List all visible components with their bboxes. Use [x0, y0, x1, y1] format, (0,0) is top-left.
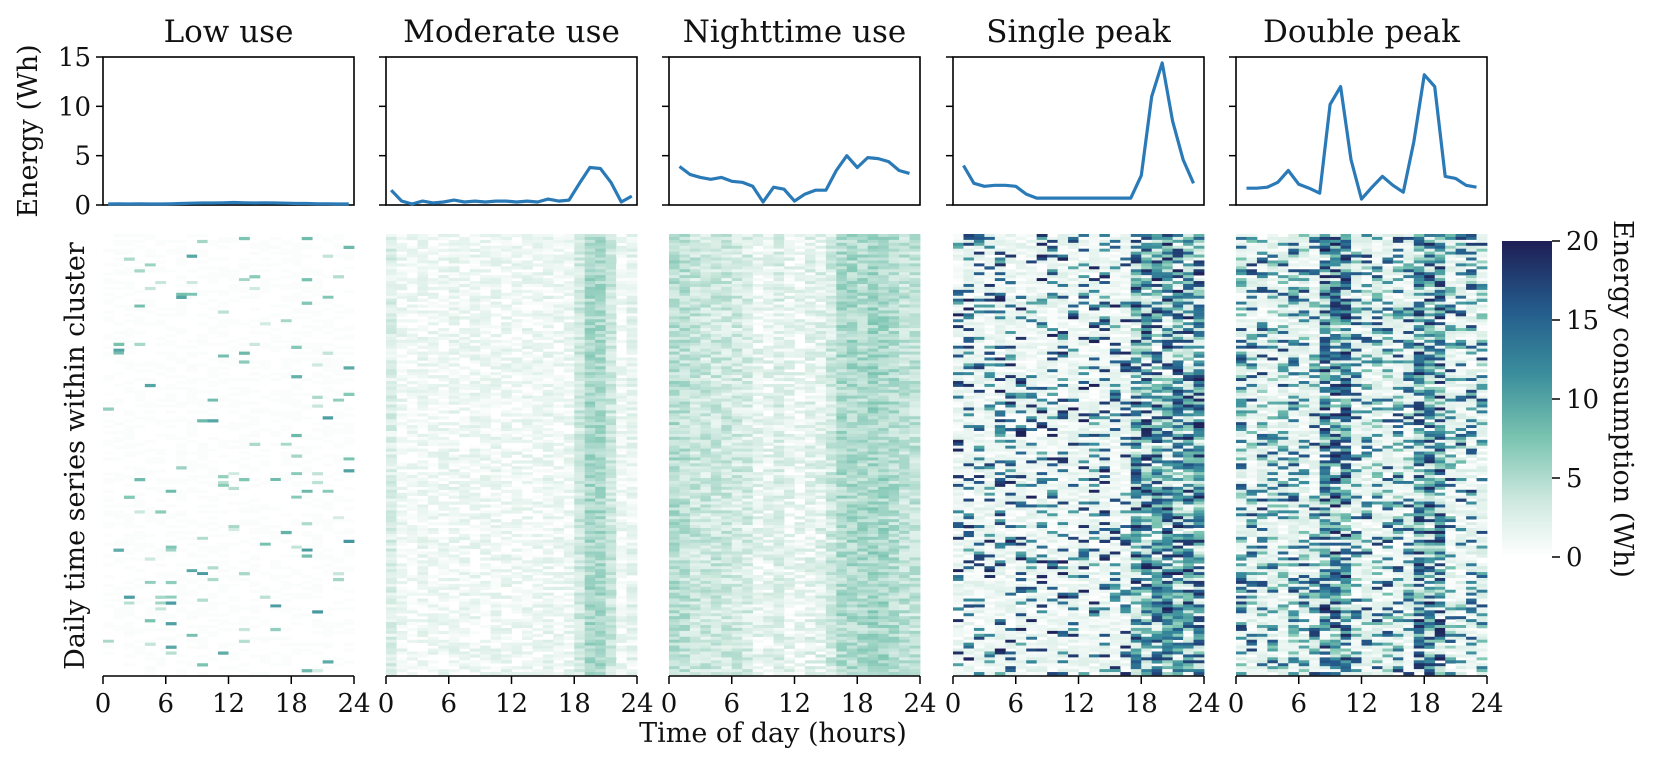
heatmap: [386, 234, 638, 676]
colorbar-tick-label: 20: [1566, 227, 1599, 257]
x-tick-label: 24: [620, 689, 653, 719]
x-tick-label: 18: [1125, 689, 1158, 719]
x-tick-label: 0: [95, 689, 112, 719]
x-tick-label: 12: [212, 689, 245, 719]
x-tick-label: 12: [778, 689, 811, 719]
heatmap: [103, 234, 355, 676]
mean-profile-line: [1246, 73, 1477, 201]
colorbar-tick-label: 15: [1566, 306, 1599, 336]
x-tick-label: 18: [275, 689, 308, 719]
panel-title: Nighttime use: [683, 14, 907, 50]
colorbar-tick-label: 0: [1566, 543, 1583, 573]
x-tick-label: 12: [495, 689, 528, 719]
y-tick-label: 15: [58, 43, 91, 73]
x-tick-label: 24: [903, 689, 936, 719]
colorbar: 0 5 10 15 20 Energy consumption (Wh): [1502, 220, 1638, 578]
x-tick-label: 6: [1007, 689, 1024, 719]
x-tick-label: 6: [157, 689, 174, 719]
mean-profile-line: [108, 200, 349, 206]
x-tick-label: 6: [1290, 689, 1307, 719]
x-tick-label: 0: [945, 689, 962, 719]
panels: Low use 0 5 10 15 0 6 12 18 24 Moderate use 0 6 12 18 2…: [58, 14, 1504, 719]
heatmap: [953, 234, 1205, 676]
y-axis-label-bottom: Daily time series within cluster: [60, 242, 91, 670]
panel-title: Double peak: [1263, 14, 1460, 50]
x-tick-label: 0: [378, 689, 395, 719]
x-tick-label: 18: [558, 689, 591, 719]
mean-profile-line: [678, 154, 910, 204]
y-axis-label-top: Energy (Wh): [13, 44, 44, 217]
colorbar-tick-label: 5: [1566, 464, 1583, 494]
mean-profile-line: [390, 165, 633, 206]
colorbar-label: Energy consumption (Wh): [1607, 220, 1638, 578]
panel-title: Moderate use: [403, 14, 620, 50]
x-tick-label: 0: [1228, 689, 1245, 719]
panel-title: Single peak: [986, 14, 1171, 50]
panel-2: Moderate use 0 6 12 18 24: [378, 14, 654, 719]
heatmap: [669, 234, 921, 676]
y-tick-label: 5: [74, 142, 91, 172]
x-tick-label: 18: [1408, 689, 1441, 719]
line-plot-frame: [952, 56, 1205, 206]
colorbar-tick-label: 10: [1566, 385, 1599, 415]
panel-4: Single peak 0 6 12 18 24: [945, 14, 1221, 719]
panel-1: Low use 0 5 10 15 0 6 12 18 24: [58, 14, 371, 719]
x-tick-label: 0: [661, 689, 678, 719]
colorbar-gradient: [1502, 241, 1552, 557]
panel-title: Low use: [164, 14, 294, 50]
line-plot-frame: [1235, 56, 1488, 206]
x-tick-label: 6: [723, 689, 740, 719]
mean-profile-line: [962, 61, 1195, 200]
x-tick-label: 24: [1187, 689, 1220, 719]
x-tick-label: 24: [1470, 689, 1503, 719]
line-plot-frame: [385, 56, 638, 206]
panel-5: Double peak 0 6 12 18 24: [1228, 14, 1504, 719]
line-plot-frame: [102, 56, 355, 206]
x-tick-label: 24: [337, 689, 370, 719]
panel-3: Nighttime use 0 6 12 18 24: [661, 14, 937, 719]
x-tick-label: 18: [841, 689, 874, 719]
y-tick-label: 0: [74, 191, 91, 221]
line-plot-frame: [668, 56, 921, 206]
y-tick-label: 10: [58, 92, 91, 122]
x-axis-label: Time of day (hours): [639, 718, 907, 749]
x-tick-label: 12: [1345, 689, 1378, 719]
x-tick-label: 12: [1062, 689, 1095, 719]
heatmap: [1236, 234, 1488, 676]
x-tick-label: 6: [440, 689, 457, 719]
